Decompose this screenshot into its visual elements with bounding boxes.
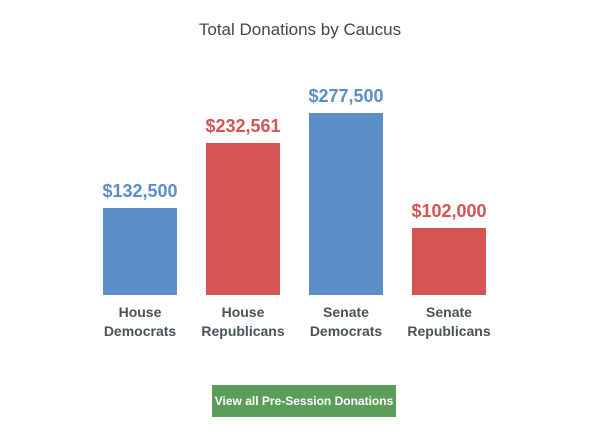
value-label-senate-democrats: $277,500 [308,86,384,106]
bar-senate-republicans [412,228,486,295]
category-label-house-republicans: House Republicans [201,304,285,339]
category-label-senate-democrats: Senate Democrats [309,304,383,339]
category-label-senate-republicans: Senate Republicans [407,304,491,339]
view-all-donations-button[interactable]: View all Pre-Session Donations [212,385,396,417]
chart-title: Total Donations by Caucus [198,20,402,39]
bar-senate-democrats [309,113,383,295]
value-label-house-democrats: $132,500 [102,181,178,201]
category-label-house-democrats: House Democrats [103,304,177,339]
bar-house-republicans [206,143,280,295]
bar-house-democrats [103,208,177,295]
value-label-house-republicans: $232,561 [205,116,281,136]
value-label-senate-republicans: $102,000 [411,201,487,221]
